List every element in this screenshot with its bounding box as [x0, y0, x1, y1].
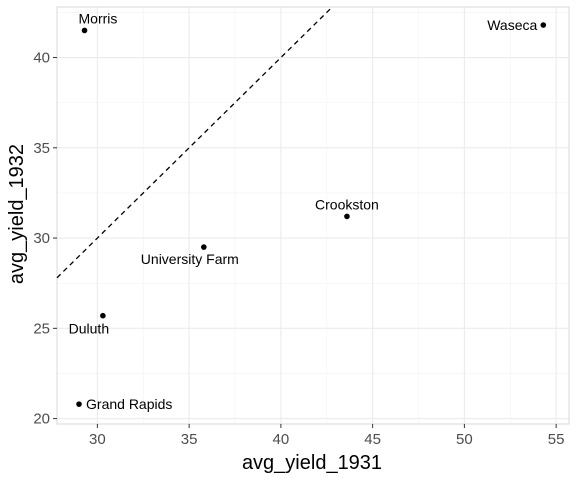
minor-gridlines [57, 7, 569, 424]
y-axis-title: avg_yield_1932 [6, 144, 28, 284]
data-point [76, 401, 82, 407]
point-label: Crookston [315, 196, 379, 212]
x-tick-label: 40 [273, 431, 290, 448]
data-points: Morris Waseca Crookston University Farm Dulu… [69, 10, 547, 412]
x-axis-ticks: 30 35 40 45 50 55 [89, 424, 564, 448]
x-tick-label: 50 [456, 431, 473, 448]
y-tick-label: 30 [33, 230, 50, 247]
point-label: University Farm [141, 251, 239, 267]
data-point [81, 27, 88, 34]
x-tick-label: 35 [181, 431, 198, 448]
x-axis-title: avg_yield_1931 [242, 452, 382, 474]
point-label: Duluth [69, 321, 109, 337]
data-point [201, 244, 207, 250]
y-tick-label: 20 [33, 411, 50, 428]
y-tick-label: 35 [33, 140, 50, 157]
plot-panel [57, 7, 569, 424]
y-tick-label: 25 [33, 320, 50, 337]
data-point [100, 312, 106, 319]
y-tick-label: 40 [33, 50, 50, 67]
major-gridlines [57, 7, 569, 424]
point-label: Grand Rapids [86, 396, 172, 412]
plot-border [56, 6, 570, 425]
x-tick-label: 55 [548, 431, 565, 448]
data-point [540, 22, 547, 28]
identity-reference-line [56, 6, 333, 279]
x-tick-label: 30 [89, 431, 106, 448]
data-point [344, 213, 350, 220]
x-tick-label: 45 [364, 431, 381, 448]
point-label: Waseca [487, 17, 537, 33]
point-label: Morris [79, 10, 118, 26]
y-axis-ticks: 20 25 30 35 40 [33, 50, 57, 428]
